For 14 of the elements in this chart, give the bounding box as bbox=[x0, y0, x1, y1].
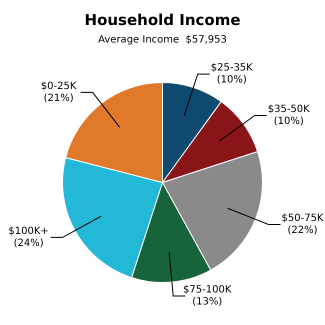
slice-label: $100K+ bbox=[8, 226, 49, 238]
chart-subtitle: Average Income $57,953 bbox=[98, 34, 227, 46]
data-label: (10%) bbox=[274, 116, 304, 128]
data-label: (10%) bbox=[216, 74, 247, 86]
slice-label: $75-100K bbox=[183, 284, 232, 296]
data-label: (21%) bbox=[44, 93, 74, 104]
slice-label: $0-25K bbox=[40, 81, 77, 92]
data-label: (24%) bbox=[14, 238, 44, 250]
slice-label: $50-75K bbox=[282, 213, 324, 224]
data-label: (13%) bbox=[192, 296, 222, 308]
chart-title: Household Income bbox=[84, 10, 240, 29]
slice-label: $35-50K bbox=[268, 104, 310, 116]
slice-label: $25-35K bbox=[210, 62, 254, 74]
data-label: (22%) bbox=[287, 225, 318, 236]
